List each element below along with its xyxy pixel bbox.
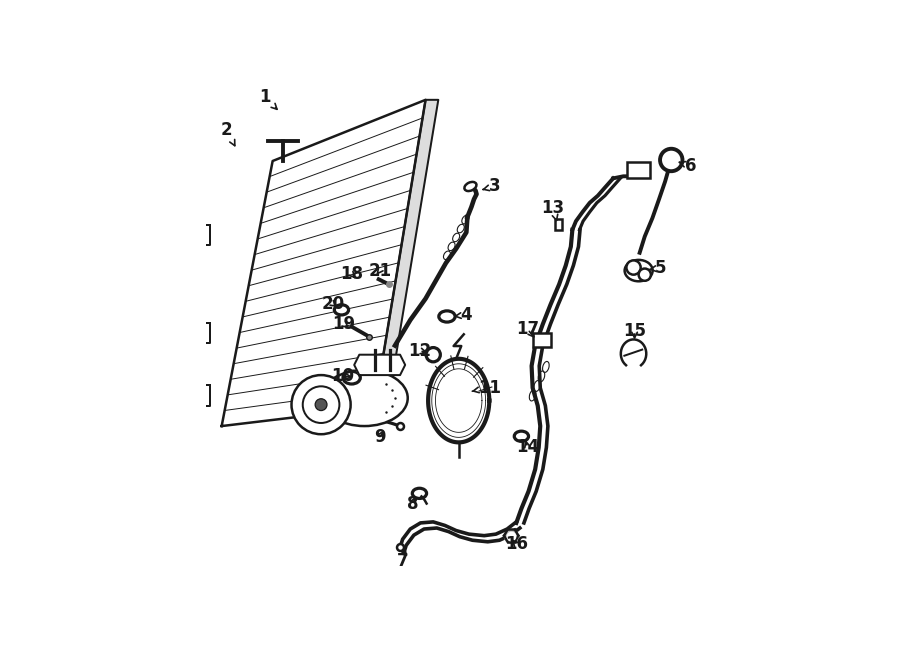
Text: 4: 4: [454, 306, 472, 324]
Text: 8: 8: [407, 495, 418, 512]
Ellipse shape: [625, 260, 652, 281]
Circle shape: [292, 375, 351, 434]
Text: 6: 6: [680, 157, 697, 175]
Ellipse shape: [334, 305, 348, 315]
Polygon shape: [203, 323, 211, 344]
Text: 21: 21: [368, 261, 392, 279]
Polygon shape: [203, 385, 211, 406]
Text: 13: 13: [542, 199, 564, 220]
Circle shape: [660, 149, 682, 171]
FancyBboxPatch shape: [533, 333, 551, 346]
Text: 12: 12: [408, 342, 431, 359]
Circle shape: [626, 260, 641, 275]
Text: 2: 2: [221, 121, 235, 146]
Circle shape: [639, 269, 651, 281]
Text: 3: 3: [483, 177, 500, 195]
Text: 5: 5: [649, 259, 666, 277]
Text: 9: 9: [374, 428, 385, 446]
Ellipse shape: [343, 371, 360, 384]
Polygon shape: [355, 355, 405, 375]
Text: 11: 11: [472, 379, 500, 397]
Text: 20: 20: [321, 295, 345, 312]
Ellipse shape: [514, 431, 528, 442]
Text: 1: 1: [259, 88, 277, 109]
Text: 7: 7: [397, 549, 409, 570]
Text: 19: 19: [332, 315, 356, 333]
Polygon shape: [221, 100, 426, 426]
Text: 14: 14: [516, 438, 539, 457]
Ellipse shape: [439, 311, 455, 322]
FancyBboxPatch shape: [627, 162, 651, 178]
Text: 15: 15: [623, 322, 646, 340]
Text: 17: 17: [516, 320, 539, 338]
Text: 18: 18: [340, 265, 364, 283]
Ellipse shape: [412, 489, 427, 498]
Ellipse shape: [464, 182, 476, 191]
Circle shape: [315, 399, 327, 410]
Text: 10: 10: [331, 367, 355, 385]
Circle shape: [426, 348, 440, 362]
Circle shape: [302, 387, 339, 423]
Ellipse shape: [321, 370, 408, 426]
Polygon shape: [203, 225, 211, 246]
Text: 16: 16: [505, 536, 527, 553]
Polygon shape: [374, 100, 438, 408]
Bar: [554, 218, 562, 230]
